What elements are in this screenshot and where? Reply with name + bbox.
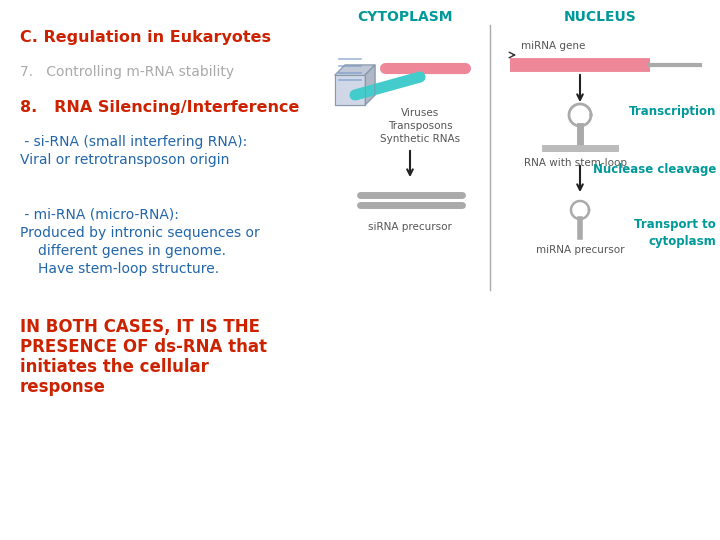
- Text: Transport to
cytoplasm: Transport to cytoplasm: [634, 218, 716, 248]
- Text: 8.   RNA Silencing/Interference: 8. RNA Silencing/Interference: [20, 100, 300, 115]
- Text: 7.   Controlling m-RNA stability: 7. Controlling m-RNA stability: [20, 65, 234, 79]
- Text: Nuclease cleavage: Nuclease cleavage: [593, 163, 716, 176]
- Text: Viruses
Transposons
Synthetic RNAs: Viruses Transposons Synthetic RNAs: [380, 108, 460, 144]
- Text: PRESENCE OF ds-RNA that: PRESENCE OF ds-RNA that: [20, 338, 267, 356]
- Text: miRNA precursor: miRNA precursor: [536, 245, 624, 255]
- Text: C. Regulation in Eukaryotes: C. Regulation in Eukaryotes: [20, 30, 271, 45]
- Text: Transcription: Transcription: [629, 105, 716, 118]
- Text: CYTOPLASM: CYTOPLASM: [357, 10, 453, 24]
- Text: different genes in genome.: different genes in genome.: [38, 244, 226, 258]
- Text: Produced by intronic sequences or: Produced by intronic sequences or: [20, 226, 260, 240]
- Text: NUCLEUS: NUCLEUS: [564, 10, 636, 24]
- Text: miRNA gene: miRNA gene: [521, 41, 585, 51]
- Text: response: response: [20, 378, 106, 396]
- Text: IN BOTH CASES, IT IS THE: IN BOTH CASES, IT IS THE: [20, 318, 260, 336]
- Text: - si-RNA (small interfering RNA):: - si-RNA (small interfering RNA):: [20, 135, 247, 149]
- Polygon shape: [365, 65, 375, 105]
- Text: siRNA precursor: siRNA precursor: [368, 222, 452, 232]
- Text: initiates the cellular: initiates the cellular: [20, 358, 209, 376]
- Text: - mi-RNA (micro-RNA):: - mi-RNA (micro-RNA):: [20, 208, 179, 222]
- Polygon shape: [335, 75, 365, 105]
- Polygon shape: [335, 65, 375, 75]
- Text: Have stem-loop structure.: Have stem-loop structure.: [38, 262, 219, 276]
- Text: RNA with stem-loop: RNA with stem-loop: [523, 158, 626, 168]
- Text: Viral or retrotransposon origin: Viral or retrotransposon origin: [20, 153, 230, 167]
